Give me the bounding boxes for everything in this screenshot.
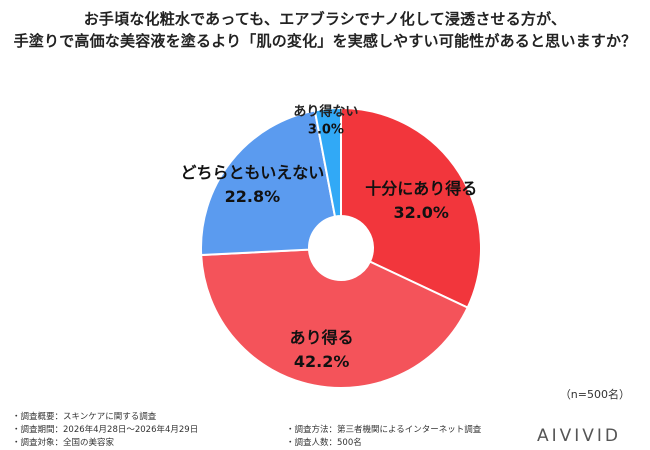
chart-title-line-1: お手頃な化粧水であっても、エアブラシでナノ化して浸透させる方が、 [83,10,567,28]
slice-value-0: 32.0% [393,203,449,222]
brand-logo: AIVIVID [537,426,622,446]
slice-label-0: 十分にあり得る [365,179,477,198]
slice-value-2: 22.8% [225,187,281,206]
footnote-target: ・調査対象：全国の美容家 [12,438,115,448]
slice-value-1: 42.2% [294,352,350,371]
footnote-summary: ・調査概要：スキンケアに関する調査 [12,412,157,422]
slice-0 [340,106,482,309]
footnote-count: ・調査人数：500名 [286,438,362,448]
slice-1 [200,248,470,389]
chart-title-line-2: 手塗りで高価な美容液を塗るより「肌の変化」を実感しやすい可能性があると思いますか… [13,32,637,50]
footnote-method: ・調査方法：第三者機関によるインターネット調査 [286,425,482,435]
footnote-period: ・調査期間：2026年4月28日～2026年4月29日 [12,425,199,435]
slice-3 [313,106,342,218]
slice-label-3: あり得ない [293,104,358,120]
slice-value-3: 3.0% [308,123,344,138]
sample-size-note: （n=500名） [559,388,630,401]
slice-label-1: あり得る [290,328,354,347]
slice-label-2: どちらともいえない [181,163,325,182]
slice-2 [200,109,337,257]
